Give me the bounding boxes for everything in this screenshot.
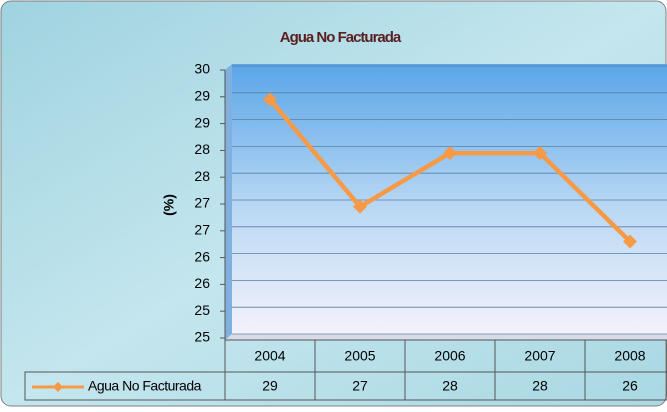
data-table-value: 28 [532,378,548,394]
data-table-value: 26 [622,378,638,394]
legend-marker [53,382,63,392]
x-tick-label: 2006 [434,348,465,364]
x-tick-label: 2005 [344,348,375,364]
plot-floor [225,334,667,340]
y-tick-label: 27 [194,222,210,238]
y-tick-label: 25 [194,302,210,318]
y-tick-label: 25 [194,329,210,345]
x-tick-label: 2008 [614,348,645,364]
chart-title: Agua No Facturada [280,29,402,46]
data-point [623,234,637,249]
y-tick-label: 29 [194,114,210,130]
data-table-value: 29 [262,378,278,394]
y-tick-label: 26 [194,275,210,291]
legend-label: Agua No Facturada [88,378,202,394]
y-tick-label: 26 [194,248,210,264]
plot-side [225,64,232,340]
y-tick-label: 28 [194,141,210,157]
data-table-value: 28 [442,378,458,394]
y-tick-label: 27 [194,195,210,211]
data-point [443,146,457,161]
y-axis-label: (%) [161,194,177,216]
y-tick-label: 30 [194,61,210,77]
x-tick-label: 2004 [254,348,285,364]
data-point [263,92,277,107]
y-tick-label: 29 [194,88,210,104]
y-tick-label: 28 [194,168,210,184]
plot-area [232,64,667,334]
data-point [353,199,367,214]
data-table-row [24,371,667,401]
x-tick-label: 2007 [524,348,555,364]
data-table-value: 27 [352,378,368,394]
data-point [533,146,547,161]
